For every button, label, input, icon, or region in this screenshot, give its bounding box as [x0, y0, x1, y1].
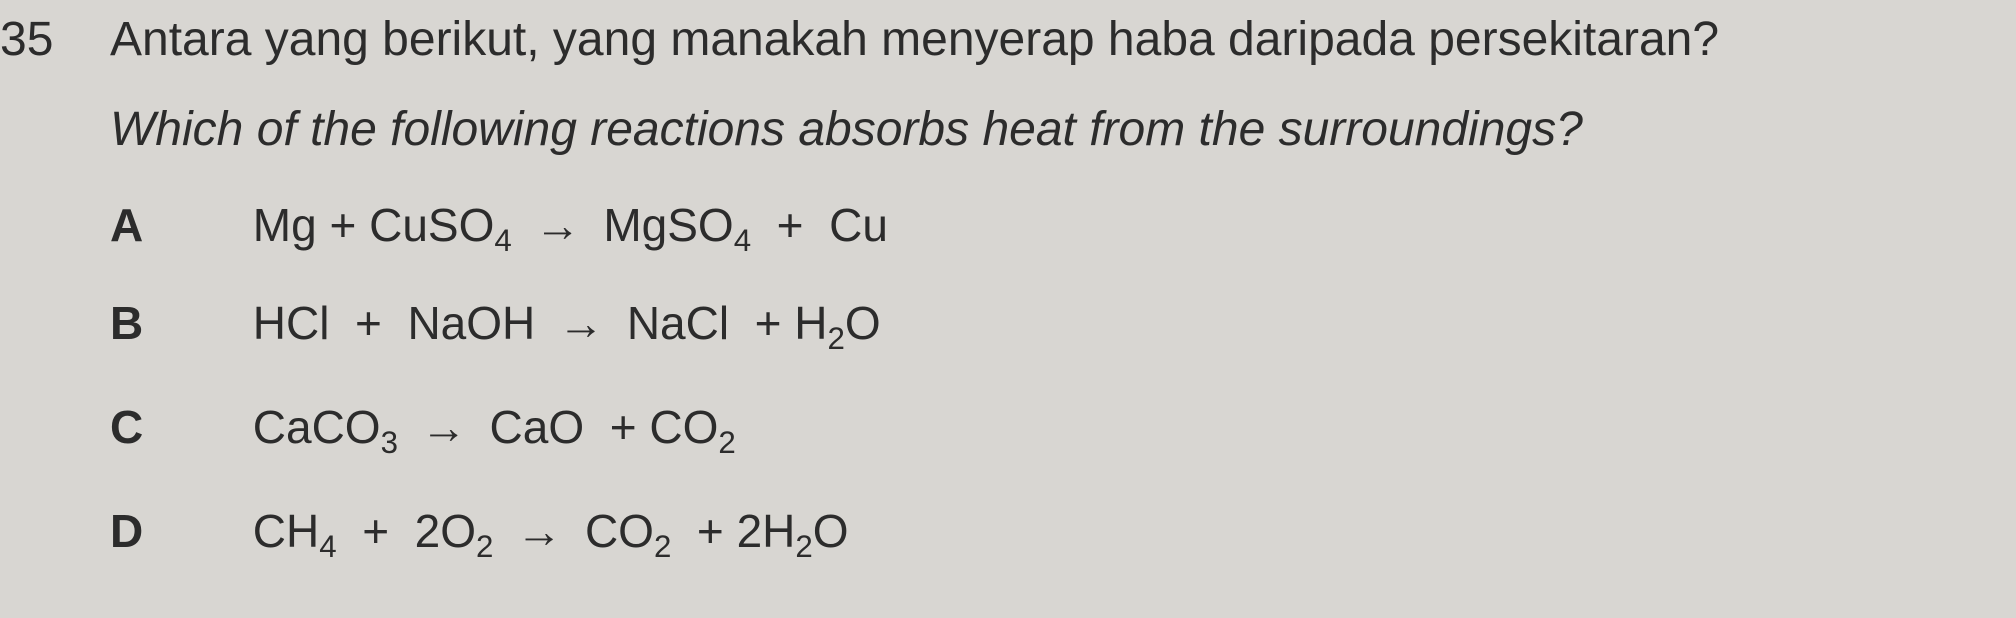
eq-text: + — [777, 199, 804, 251]
option-a-equation: Mg + CuSO4 → MgSO4 + Cu — [253, 198, 888, 252]
arrow-icon: → — [548, 296, 614, 350]
eq-text: CaCO — [253, 401, 381, 453]
eq-text: Mg — [253, 199, 317, 251]
option-d-label: D — [110, 504, 240, 558]
option-c-label: C — [110, 400, 240, 454]
eq-text: CO — [585, 505, 654, 557]
eq-text: + — [355, 297, 382, 349]
option-d-equation: CH4 + 2O2 → CO2 + 2H2O — [253, 504, 849, 558]
eq-sub: 2 — [795, 529, 812, 564]
eq-sub: 4 — [734, 223, 751, 258]
arrow-icon: → — [506, 504, 572, 558]
option-b[interactable]: B HCl + NaOH → NaCl + H2O — [110, 296, 881, 350]
question-block: 35 Antara yang berikut, yang manakah men… — [0, 0, 2016, 618]
eq-text: CuSO — [369, 199, 494, 251]
eq-sub: 2 — [476, 529, 493, 564]
option-b-label: B — [110, 296, 240, 350]
eq-sub: 4 — [494, 223, 511, 258]
eq-text: MgSO — [603, 199, 733, 251]
option-d[interactable]: D CH4 + 2O2 → CO2 + 2H2O — [110, 504, 849, 558]
arrow-icon: → — [525, 198, 591, 252]
eq-text: CH — [253, 505, 319, 557]
eq-text: CaO — [490, 401, 585, 453]
eq-text: + — [610, 401, 637, 453]
option-b-equation: HCl + NaOH → NaCl + H2O — [253, 296, 881, 350]
eq-text: H — [794, 297, 827, 349]
eq-text: 2O — [415, 505, 476, 557]
option-c-equation: CaCO3 → CaO + CO2 — [253, 400, 736, 454]
eq-text: NaCl — [627, 297, 729, 349]
eq-text: O — [813, 505, 849, 557]
arrow-icon: → — [411, 400, 477, 454]
eq-sub: 2 — [654, 529, 671, 564]
eq-sub: 2 — [718, 425, 735, 460]
eq-text: + — [329, 199, 356, 251]
eq-sub: 2 — [828, 321, 845, 356]
eq-text: Cu — [829, 199, 888, 251]
eq-text: + — [697, 505, 724, 557]
eq-sub: 4 — [319, 529, 336, 564]
eq-text: O — [845, 297, 881, 349]
eq-text: CO — [649, 401, 718, 453]
option-a-label: A — [110, 198, 240, 252]
eq-text: + — [755, 297, 782, 349]
option-c[interactable]: C CaCO3 → CaO + CO2 — [110, 400, 736, 454]
eq-text: NaOH — [407, 297, 535, 349]
eq-text: HCl — [253, 297, 330, 349]
question-text-english: Which of the following reactions absorbs… — [110, 102, 1583, 157]
question-number: 35 — [0, 12, 53, 67]
eq-sub: 3 — [381, 425, 398, 460]
question-text-malay: Antara yang berikut, yang manakah menyer… — [110, 12, 1719, 67]
option-a[interactable]: A Mg + CuSO4 → MgSO4 + Cu — [110, 198, 888, 252]
eq-text: 2H — [737, 505, 796, 557]
eq-text: + — [362, 505, 389, 557]
